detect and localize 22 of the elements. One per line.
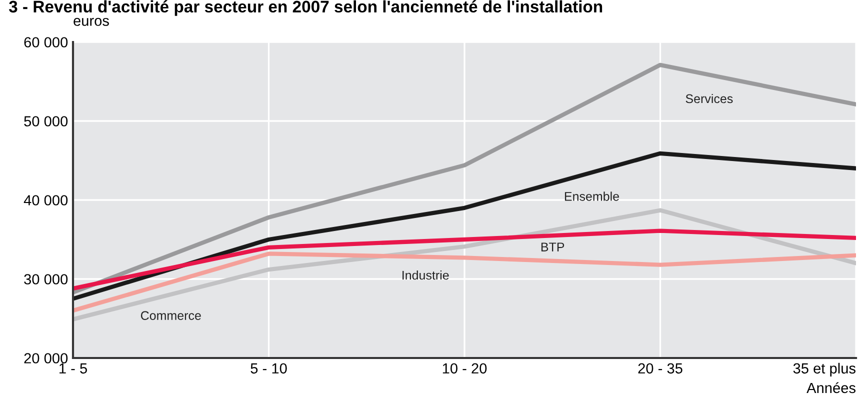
x-tick-label: 5 - 10 <box>250 363 287 374</box>
line-series <box>73 151 856 301</box>
series-label: Commerce <box>140 311 201 320</box>
y-tick-label: 40 000 <box>24 195 68 206</box>
x-tick-label: 20 - 35 <box>638 363 682 374</box>
y-tick-label: 20 000 <box>24 353 68 364</box>
line-series <box>73 62 856 295</box>
x-tick-label: 35 et plus <box>793 362 856 376</box>
x-axis-title: Années <box>806 382 856 394</box>
series-label: BTP <box>541 242 564 252</box>
line-series <box>73 228 856 291</box>
y-tick-label: 30 000 <box>24 274 68 284</box>
y-tick-label: 60 000 <box>24 37 68 48</box>
line-series <box>73 252 856 313</box>
x-tick-label: 1 - 5 <box>60 363 87 374</box>
y-axis-title: euros <box>74 18 109 26</box>
series-label: Industrie <box>402 270 449 280</box>
series-label: Services <box>686 94 733 104</box>
chart-title: 3 - Revenu d'activité par secteur en 2007 selon l'ancienneté de l'installation <box>8 0 602 16</box>
series-label: Ensemble <box>564 192 619 201</box>
y-tick-label: 50 000 <box>24 116 68 126</box>
x-tick-label: 10 - 20 <box>442 363 487 374</box>
